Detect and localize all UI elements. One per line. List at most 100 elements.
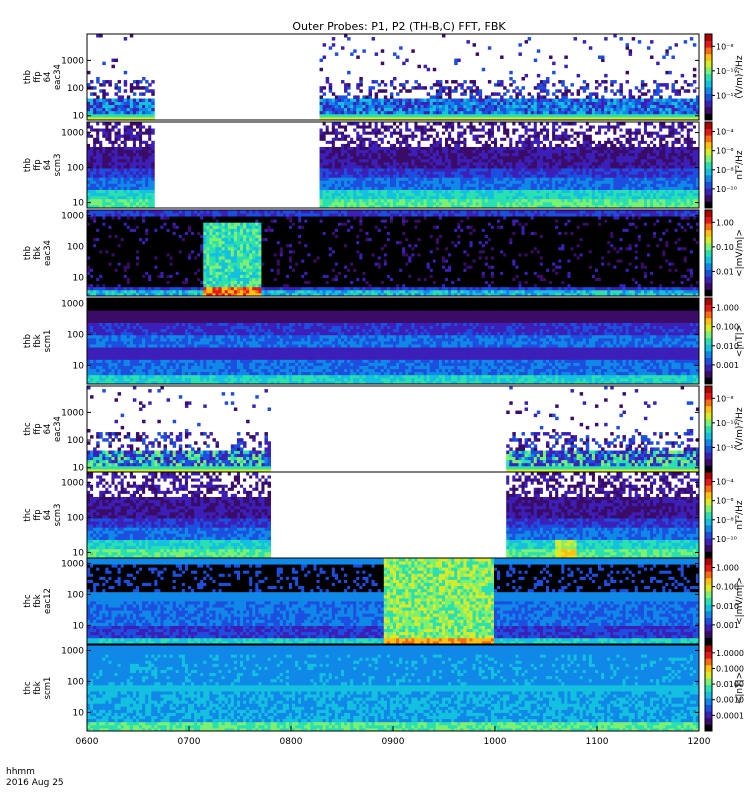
heatmap-cell xyxy=(522,174,525,177)
heatmap-cell xyxy=(405,159,408,162)
heatmap-cell xyxy=(534,156,537,159)
heatmap-cell xyxy=(442,125,445,128)
heatmap-cell xyxy=(350,180,353,183)
heatmap-cell xyxy=(127,128,130,131)
heatmap-cell xyxy=(522,159,525,162)
heatmap-cell xyxy=(139,174,142,177)
heatmap-cell xyxy=(555,153,558,156)
heatmap-cell xyxy=(421,125,424,128)
heatmap-cell xyxy=(390,122,393,125)
heatmap-cell xyxy=(136,199,139,202)
heatmap-cell xyxy=(130,122,133,125)
heatmap-cell xyxy=(518,153,521,156)
heatmap-cell xyxy=(439,99,442,102)
heatmap-cell xyxy=(408,131,411,134)
heatmap-cell xyxy=(619,125,622,128)
heatmap-cell xyxy=(463,92,466,95)
heatmap-cell xyxy=(488,114,491,117)
heatmap-cell xyxy=(577,99,580,102)
heatmap-cell xyxy=(506,108,509,111)
heatmap-cell xyxy=(424,111,427,114)
heatmap-cell xyxy=(362,183,365,186)
heatmap-cell xyxy=(341,144,344,147)
heatmap-cell xyxy=(365,159,368,162)
heatmap-cell xyxy=(619,171,622,174)
heatmap-cell xyxy=(549,190,552,193)
heatmap-cell xyxy=(139,92,142,95)
heatmap-cell xyxy=(466,131,469,134)
heatmap-cell xyxy=(537,177,540,180)
heatmap-cell xyxy=(411,165,414,168)
heatmap-cell xyxy=(497,202,500,205)
heatmap-cell xyxy=(362,114,365,117)
heatmap-cell xyxy=(323,162,326,165)
heatmap-cell xyxy=(130,168,133,171)
heatmap-cell xyxy=(623,102,626,105)
heatmap-cell xyxy=(121,144,124,147)
heatmap-cell xyxy=(601,80,604,83)
heatmap-cell xyxy=(121,199,124,202)
heatmap-cell xyxy=(323,177,326,180)
heatmap-cell xyxy=(515,108,518,111)
heatmap-cell xyxy=(359,77,362,80)
heatmap-cell xyxy=(586,114,589,117)
heatmap-cell xyxy=(482,159,485,162)
heatmap-cell xyxy=(687,111,690,114)
heatmap-cell xyxy=(118,187,121,190)
heatmap-cell xyxy=(509,187,512,190)
heatmap-cell xyxy=(121,99,124,102)
heatmap-cell xyxy=(512,190,515,193)
heatmap-cell xyxy=(384,99,387,102)
heatmap-cell xyxy=(323,56,326,59)
heatmap-cell xyxy=(650,108,653,111)
heatmap-cell xyxy=(108,156,111,159)
heatmap-cell xyxy=(525,193,528,196)
heatmap-cell xyxy=(604,193,607,196)
heatmap-cell xyxy=(500,202,503,205)
heatmap-cell xyxy=(341,105,344,108)
heatmap-cell xyxy=(108,128,111,131)
heatmap-cell xyxy=(99,202,102,205)
heatmap-cell xyxy=(417,168,420,171)
heatmap-cell xyxy=(607,108,610,111)
heatmap-cell xyxy=(433,134,436,137)
heatmap-cell xyxy=(390,177,393,180)
heatmap-cell xyxy=(335,137,338,140)
heatmap-cell xyxy=(341,114,344,117)
heatmap-cell xyxy=(626,153,629,156)
heatmap-cell xyxy=(473,190,476,193)
heatmap-cell xyxy=(96,174,99,177)
heatmap-cell xyxy=(595,174,598,177)
heatmap-cell xyxy=(405,99,408,102)
heatmap-cell xyxy=(675,43,678,46)
heatmap-cell xyxy=(629,168,632,171)
heatmap-cell xyxy=(118,168,121,171)
heatmap-cell xyxy=(564,180,567,183)
heatmap-cell xyxy=(359,156,362,159)
heatmap-cell xyxy=(497,105,500,108)
heatmap-cell xyxy=(451,144,454,147)
heatmap-cell xyxy=(378,153,381,156)
heatmap-cell xyxy=(470,114,473,117)
heatmap-cell xyxy=(372,147,375,150)
heatmap-cell xyxy=(494,111,497,114)
heatmap-cell xyxy=(476,165,479,168)
heatmap-cell xyxy=(570,102,573,105)
heatmap-cell xyxy=(577,144,580,147)
heatmap-cell xyxy=(378,183,381,186)
heatmap-cell xyxy=(592,190,595,193)
heatmap-cell xyxy=(433,102,436,105)
heatmap-cell xyxy=(598,83,601,86)
heatmap-cell xyxy=(362,134,365,137)
heatmap-cell xyxy=(399,125,402,128)
heatmap-cell xyxy=(604,199,607,202)
heatmap-cell xyxy=(359,144,362,147)
heatmap-cell xyxy=(586,99,589,102)
heatmap-cell xyxy=(564,187,567,190)
heatmap-cell xyxy=(558,122,561,125)
heatmap-cell xyxy=(604,165,607,168)
heatmap-cell xyxy=(580,196,583,199)
heatmap-cell xyxy=(592,202,595,205)
heatmap-cell xyxy=(393,108,396,111)
heatmap-cell xyxy=(93,199,96,202)
